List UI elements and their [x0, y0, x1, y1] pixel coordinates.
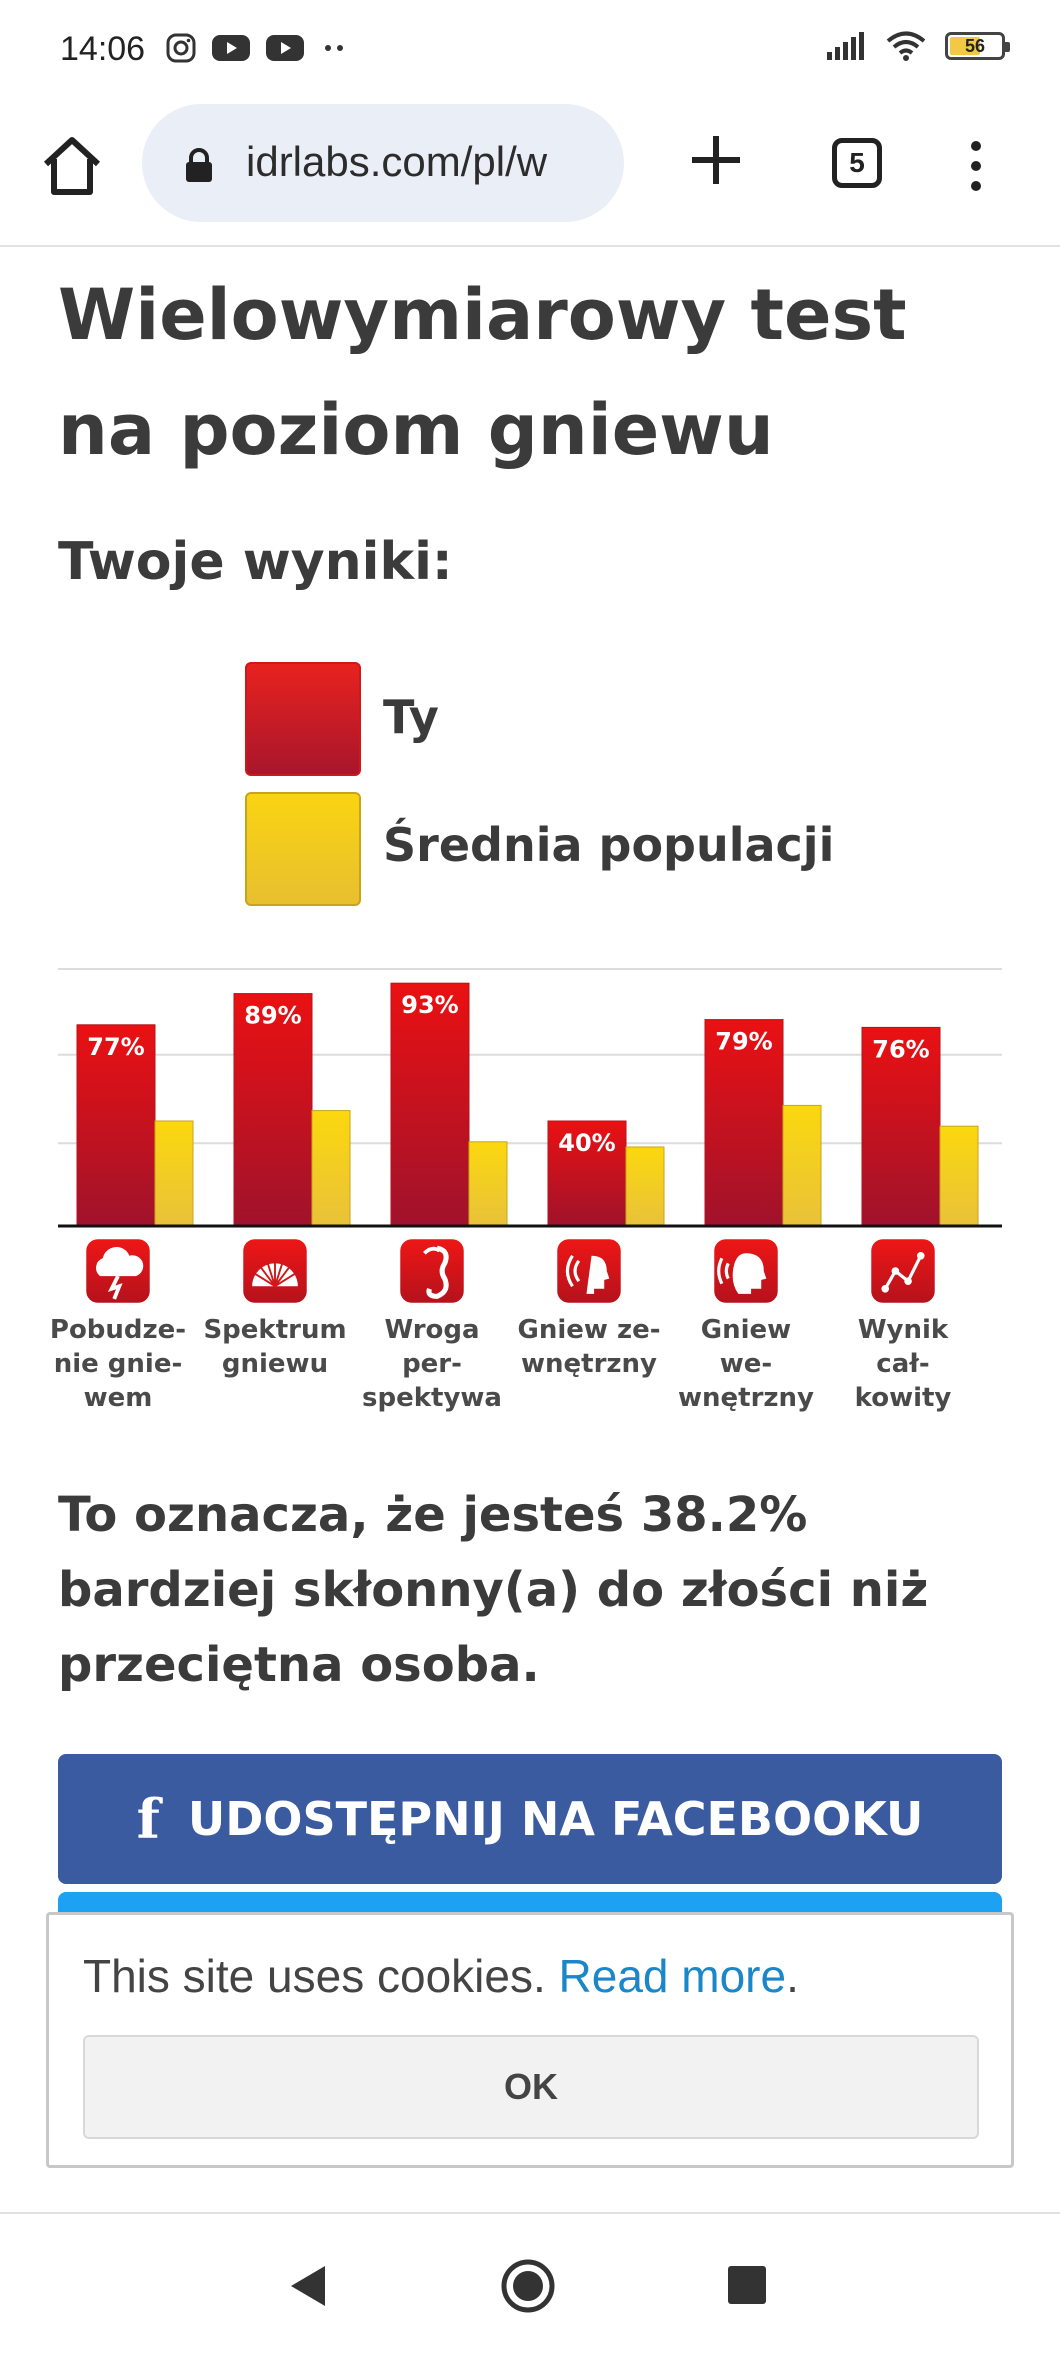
battery-level: 56: [964, 36, 986, 56]
bar-population: [939, 1125, 979, 1226]
category-label: Spektrum gniewu: [203, 1315, 347, 1379]
home-icon[interactable]: [40, 134, 104, 198]
category-label: Wroga per- spektywa: [362, 1315, 502, 1413]
browser-toolbar: idrlabs.com/pl/w 5: [0, 100, 1060, 247]
bar-you: [390, 982, 470, 1226]
url-text[interactable]: idrlabs.com/pl/w: [246, 138, 548, 185]
cookie-text: This site uses cookies.: [83, 1950, 559, 2002]
cookie-banner: This site uses cookies. Read more. OK: [46, 1912, 1014, 2168]
face-shouting-icon: [556, 1238, 622, 1304]
storm-cloud-icon: [85, 1238, 151, 1304]
bar-value-label: 79%: [715, 1028, 772, 1056]
address-bar[interactable]: idrlabs.com/pl/w: [142, 104, 624, 222]
system-icons: 56: [825, 30, 1010, 62]
bar-you: [76, 1024, 156, 1226]
bar-value-label: 93%: [401, 991, 458, 1019]
legend-label-you: Ty: [383, 690, 439, 744]
results-bar-chart: 77% 89% 93% 40% 79% 76% Pobudze- nie gnie- we…: [0, 955, 1060, 1445]
status-bar: 14:06 56: [0, 0, 1060, 100]
more-dots-icon: [325, 45, 343, 51]
category-label: Wynik cał- kowity: [854, 1315, 952, 1413]
home-nav-icon[interactable]: [500, 2258, 556, 2314]
instagram-icon: [166, 33, 196, 63]
share-facebook-button[interactable]: f UDOSTĘPNIJ NA FACEBOOKU: [58, 1754, 1002, 1884]
lock-icon: [186, 148, 212, 182]
battery-icon: 56: [945, 32, 1010, 60]
cookie-ok-button[interactable]: OK: [83, 2035, 979, 2139]
bar-value-label: 40%: [558, 1129, 615, 1157]
results-heading: Twoje wyniki:: [58, 532, 453, 592]
bar-you: [233, 993, 313, 1226]
bar-value-label: 76%: [872, 1035, 929, 1063]
legend-swatch-population: [245, 792, 361, 906]
new-tab-icon[interactable]: [688, 132, 744, 188]
category-label: Gniew we- wnętrzny: [677, 1315, 814, 1413]
status-time: 14:06: [60, 30, 146, 68]
legend-label-population: Średnia populacji: [383, 818, 835, 872]
facebook-icon: f: [136, 1787, 160, 1851]
share-facebook-label: UDOSTĘPNIJ NA FACEBOOKU: [187, 1792, 924, 1846]
youtube-icon: [212, 35, 250, 61]
bar-population: [311, 1110, 351, 1226]
bar-population: [468, 1141, 508, 1226]
bar-population: [625, 1146, 665, 1226]
legend-swatch-you: [245, 662, 361, 776]
youtube-icon: [266, 35, 304, 61]
face-speaking-icon: [713, 1238, 779, 1304]
back-icon[interactable]: [285, 2262, 329, 2310]
category-label: Pobudze- nie gnie- wem: [49, 1315, 187, 1413]
chart-canvas: 77% 89% 93% 40% 79% 76%: [58, 968, 1002, 1228]
bar-you: [704, 1019, 784, 1226]
seahorse-icon: [399, 1238, 465, 1304]
bar-you: [547, 1120, 627, 1226]
overflow-menu-icon[interactable]: [964, 138, 988, 194]
fan-spectrum-icon: [242, 1238, 308, 1304]
wifi-icon: [886, 31, 926, 61]
signal-icon: [827, 32, 864, 60]
bar-population: [154, 1120, 194, 1226]
category-label: Gniew ze- wnętrzny: [517, 1315, 661, 1379]
bar-value-label: 77%: [87, 1033, 144, 1061]
cookie-text-end: .: [786, 1950, 799, 2002]
cookie-message: This site uses cookies. Read more.: [83, 1949, 799, 2003]
notification-icons: [165, 32, 349, 64]
graph-line-icon: [870, 1238, 936, 1304]
cookie-read-more-link[interactable]: Read more: [558, 1950, 787, 2002]
recent-apps-icon[interactable]: [728, 2266, 766, 2304]
system-navigation-bar: [0, 2212, 1060, 2357]
summary-text: To oznacza, że jesteś 38.2% bardziej skł…: [58, 1487, 929, 1693]
tab-switcher-button[interactable]: 5: [832, 138, 882, 188]
bar-value-label: 89%: [244, 1002, 301, 1030]
page-title: Wielowymiarowy test na poziom gniewu: [58, 274, 907, 471]
bar-population: [782, 1104, 822, 1226]
